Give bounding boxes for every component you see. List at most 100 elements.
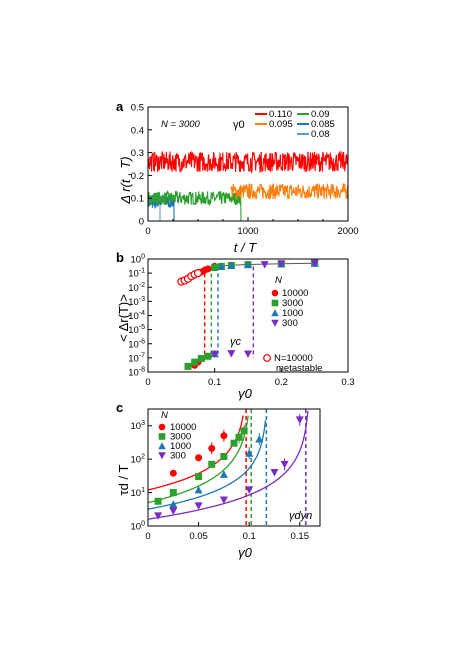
- panel-b-legend-marker: [271, 299, 279, 307]
- panel-c-point-300: [295, 416, 304, 424]
- panel-b-legend-label-2: metastable: [276, 363, 322, 374]
- panel-b-xtick-label: 0.3: [341, 377, 354, 388]
- panel-a-ytick-label: 0.5: [131, 103, 144, 114]
- panel-c-point-300: [270, 468, 279, 477]
- panel-a-xlabel: t / T: [234, 240, 257, 255]
- panel-c-point-10000: [208, 444, 216, 452]
- panel-b-xlabel: γ0: [238, 386, 253, 401]
- panel-b-point-10000: [204, 265, 212, 273]
- panel-a-annotation-n: N = 3000: [161, 119, 201, 130]
- panel-c-legend-marker: [158, 442, 166, 450]
- panel-a-legend-label: 0.110: [269, 109, 292, 120]
- panel-c-point-1000: [194, 485, 203, 494]
- panel-b-point-3000: [197, 355, 205, 363]
- panel-a-trace-0_09: [148, 190, 298, 222]
- panel-b-point-3000: [211, 264, 219, 272]
- panel-c-point-1000: [169, 500, 178, 508]
- panel-c-legend-title: N: [161, 410, 168, 421]
- panel-b-legend-label: 1000: [282, 308, 303, 319]
- panel-b-ytick-label: 10-8: [128, 367, 145, 379]
- panel-c-point-3000: [154, 497, 162, 505]
- panel-c-xtick-label: 0.05: [189, 531, 208, 542]
- panel-c-ytick-label: 102: [131, 454, 146, 466]
- panel-b-gamma-c: γc: [230, 336, 242, 348]
- panel-b-point-3000: [184, 362, 192, 370]
- panel-c-point-10000: [169, 469, 177, 477]
- panel-a-plot: 0 1000 2000 0 0.1 0.2 0.3 0.4 0.5: [131, 103, 359, 238]
- panel-b-legend-marker: [271, 289, 279, 297]
- panel-b-ytick-label: 10-7: [128, 352, 145, 364]
- panel-c-label: c: [116, 400, 123, 415]
- panel-c-point-3000: [208, 460, 216, 468]
- panel-c-legend-marker: [158, 423, 166, 431]
- panel-c-fit-3000: [147, 415, 249, 504]
- panel-c-ytick-label: 100: [131, 521, 146, 533]
- panel-b-legend-label: N=10000: [274, 353, 313, 364]
- panel-a-ytick-label: 0.2: [131, 171, 144, 182]
- panel-a-ytick-label: 0.1: [131, 194, 144, 205]
- panel-a-xtick-label: 2000: [337, 226, 358, 237]
- panel-b-ylabel: < Δr(T)>: [116, 294, 131, 342]
- panel-b-legend-label: 3000: [282, 298, 303, 309]
- panel-c-point-10000: [195, 454, 203, 462]
- panel-c-point-1000: [255, 435, 264, 443]
- panel-a-label: a: [116, 99, 124, 114]
- panel-a-legend-title: γ0: [233, 119, 245, 131]
- panel-c-point-300: [245, 486, 254, 494]
- panel-b-ytick-label: 10-1: [128, 268, 145, 280]
- panel-b-ytick-label: 100: [131, 254, 146, 266]
- panel-b-point-3000: [191, 358, 199, 366]
- panel-a-trace-0_095: [230, 182, 349, 200]
- panel-a-ytick-label: 0.3: [131, 148, 144, 159]
- panel-b-legend-label: 300: [282, 318, 298, 329]
- panel-c-point-1000: [219, 470, 228, 478]
- panel-c-point-300: [280, 460, 289, 469]
- panel-b-point-300: [260, 261, 269, 269]
- panel-c-ylabel: τd / T: [116, 464, 131, 495]
- panel-c-frame: [147, 408, 321, 527]
- panel-a-xtick-label: 0: [145, 226, 150, 237]
- panel-c-ytick-label: 103: [131, 420, 146, 432]
- panel-b-point-3000: [204, 352, 212, 360]
- panel-c-plot: 0 0.05 0.1 0.15 100 101 102 103: [131, 408, 321, 542]
- panel-b-legend-title: N: [275, 275, 282, 286]
- panel-b-ytick-label: 10-3: [128, 296, 145, 308]
- panel-b-ytick-label: 10-6: [128, 338, 145, 350]
- panel-b-legend-marker: [271, 319, 279, 327]
- panel-c-legend-marker: [158, 452, 166, 460]
- panel-c-gamma-dyn: γdyn: [289, 510, 312, 522]
- panel-c-point-10000: [220, 432, 228, 440]
- panel-c-point-3000: [195, 473, 203, 481]
- panel-b-ytick-label: 10-4: [128, 310, 145, 322]
- panel-a-xtick-label: 1000: [237, 226, 258, 237]
- panel-b-point-1000: [227, 261, 236, 269]
- panel-c-legend-marker: [158, 433, 166, 440]
- panel-c-xtick-label: 0.1: [243, 531, 256, 542]
- panel-c-point-3000: [169, 489, 177, 497]
- panel-b-xtick-label: 0.2: [275, 377, 288, 388]
- panel-b-legend-marker: [263, 354, 271, 362]
- panel-b-xtick-label: 0: [145, 377, 150, 388]
- panel-c-point-300: [169, 507, 178, 516]
- panel-a-trace-0_110: [147, 150, 349, 174]
- panel-c-xlabel: γ0: [238, 545, 253, 560]
- panel-c-xtick-label: 0: [145, 531, 150, 542]
- panel-b-ytick-label: 10-2: [128, 282, 145, 294]
- panel-b-legend-label: 10000: [282, 288, 308, 299]
- panel-a-legend-label: 0.09: [311, 109, 330, 120]
- panel-c-point-3000: [235, 433, 243, 441]
- panel-a-ytick-label: 0.4: [131, 125, 144, 136]
- panel-c-point-300: [219, 496, 228, 504]
- panel-c-legend-label: 300: [170, 451, 186, 462]
- panel-b-point-1000: [244, 260, 252, 269]
- panel-c-point-3000: [220, 452, 228, 460]
- panel-c-fit-1000: [147, 420, 267, 510]
- panel-a-legend-label: 0.085: [311, 119, 335, 130]
- panel-b-point-300: [310, 259, 319, 268]
- panel-b-point-300: [277, 260, 286, 268]
- panel-a-legend-label: 0.095: [269, 119, 293, 130]
